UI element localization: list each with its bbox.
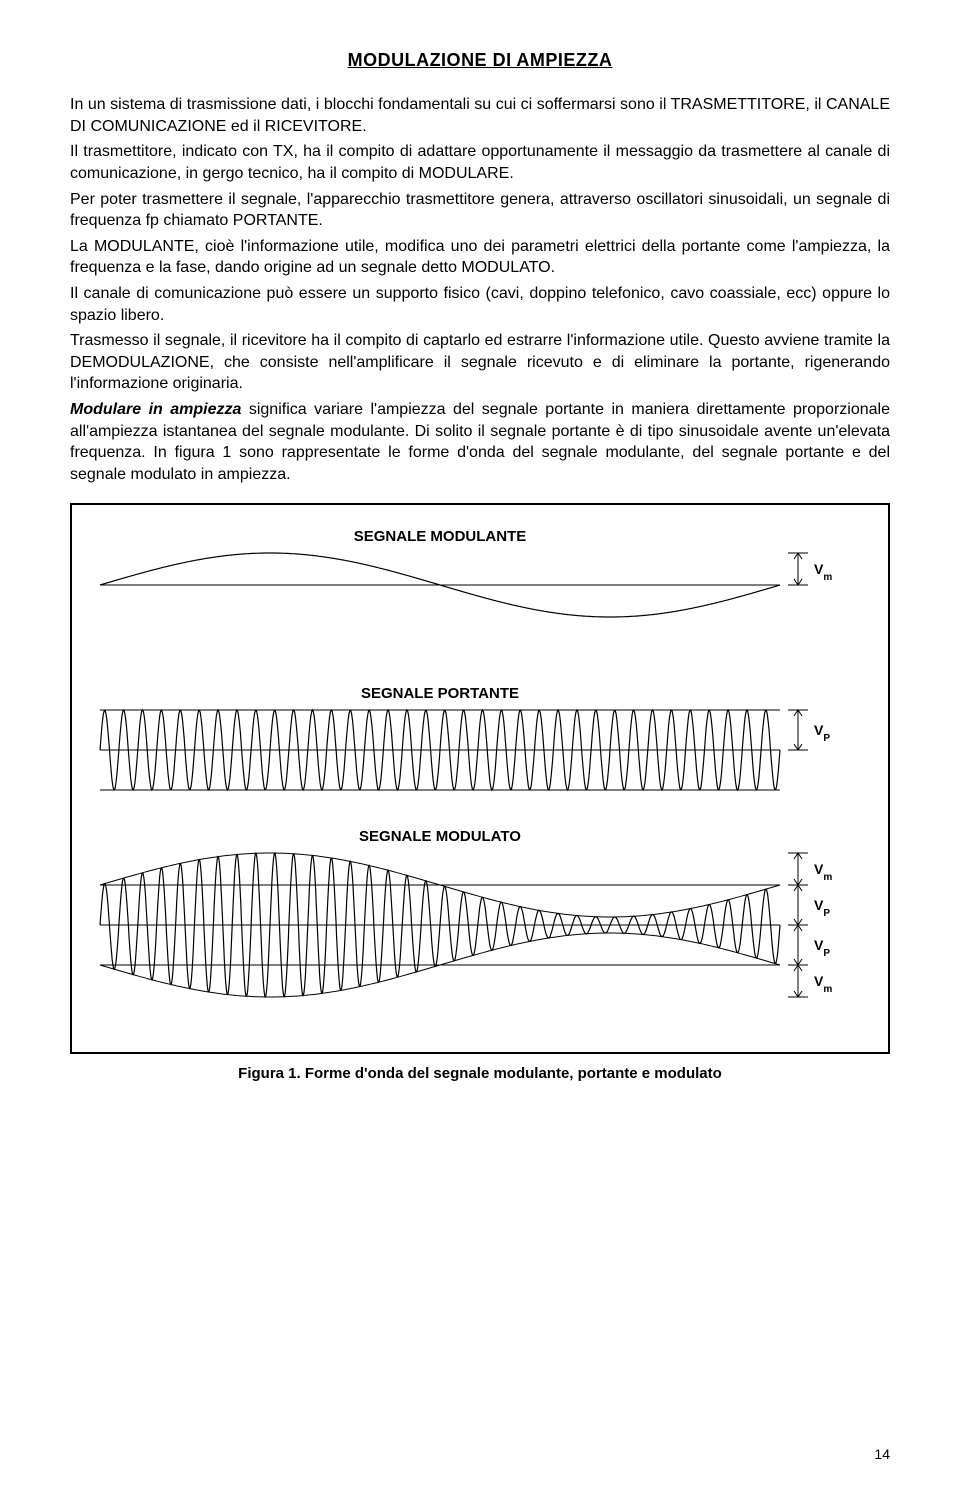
svg-text:Vm: Vm <box>814 973 832 995</box>
paragraph: Per poter trasmettere il segnale, l'appa… <box>70 189 890 232</box>
paragraph: Il trasmettitore, indicato con TX, ha il… <box>70 141 890 184</box>
svg-text:Vm: Vm <box>814 861 832 883</box>
term-modulare-in-ampiezza: Modulare in ampiezza <box>70 401 241 418</box>
figure-1-box: SEGNALE MODULANTE Vm SEGNALE PORTANTE VP SEG… <box>70 503 890 1054</box>
paragraph: Trasmesso il segnale, il ricevitore ha i… <box>70 330 890 395</box>
svg-text:VP: VP <box>814 722 830 744</box>
paragraph: Il canale di comunicazione può essere un… <box>70 283 890 326</box>
svg-text:VP: VP <box>814 897 830 919</box>
svg-text:SEGNALE MODULATO: SEGNALE MODULATO <box>359 828 521 845</box>
page-number: 14 <box>874 1445 890 1464</box>
paragraph: Modulare in ampiezza significa variare l… <box>70 399 890 485</box>
document-page: MODULAZIONE DI AMPIEZZA In un sistema di… <box>0 0 960 1486</box>
paragraph: In un sistema di trasmissione dati, i bl… <box>70 94 890 137</box>
figure-1-caption: Figura 1. Forme d'onda del segnale modul… <box>70 1064 890 1084</box>
page-title: MODULAZIONE DI AMPIEZZA <box>70 48 890 72</box>
svg-text:VP: VP <box>814 937 830 959</box>
figure-1-svg: SEGNALE MODULANTE Vm SEGNALE PORTANTE VP SEG… <box>72 515 888 1035</box>
paragraph: La MODULANTE, cioè l'informazione utile,… <box>70 236 890 279</box>
svg-text:Vm: Vm <box>814 561 832 583</box>
svg-text:SEGNALE PORTANTE: SEGNALE PORTANTE <box>361 685 519 702</box>
svg-text:SEGNALE MODULANTE: SEGNALE MODULANTE <box>354 528 527 545</box>
